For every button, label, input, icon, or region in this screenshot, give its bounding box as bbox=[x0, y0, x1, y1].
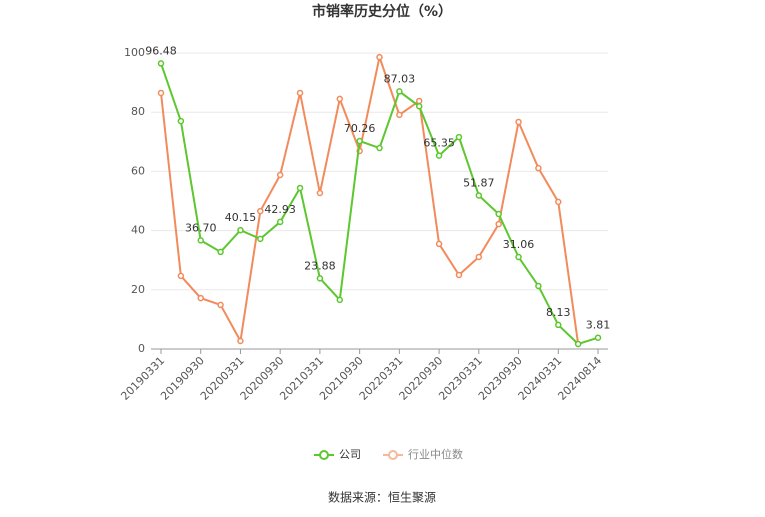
point bbox=[197, 294, 204, 302]
x-tick-label: 20240814 bbox=[555, 354, 604, 403]
point bbox=[316, 275, 324, 282]
legend-item: 公司 bbox=[314, 448, 361, 461]
point bbox=[276, 218, 284, 226]
data-label: 3.81 bbox=[586, 319, 611, 332]
point bbox=[455, 133, 463, 141]
data-label: 31.06 bbox=[503, 238, 535, 251]
data-label: 87.03 bbox=[384, 72, 416, 85]
point bbox=[555, 198, 562, 206]
legend-item: 行业中位数 bbox=[383, 447, 463, 461]
data-label: 23.88 bbox=[304, 259, 336, 272]
legend-label: 公司 bbox=[339, 448, 361, 461]
point bbox=[276, 171, 284, 179]
point bbox=[376, 53, 383, 61]
point bbox=[257, 207, 264, 215]
point bbox=[415, 97, 423, 105]
point bbox=[435, 240, 443, 248]
data-label: 40.15 bbox=[225, 211, 257, 224]
series-line bbox=[160, 63, 599, 346]
point bbox=[336, 95, 344, 103]
point bbox=[535, 282, 542, 290]
point bbox=[415, 103, 423, 110]
legend-marker bbox=[388, 450, 398, 460]
point bbox=[157, 60, 165, 67]
point bbox=[257, 235, 264, 243]
point bbox=[376, 144, 383, 152]
point bbox=[515, 118, 522, 126]
y-tick-label: 20 bbox=[131, 283, 145, 296]
point bbox=[515, 253, 522, 261]
y-tick-label: 0 bbox=[138, 342, 145, 355]
point bbox=[296, 89, 304, 97]
point bbox=[177, 117, 185, 125]
y-tick-label: 100 bbox=[124, 46, 145, 59]
point bbox=[177, 272, 185, 280]
legend-label: 行业中位数 bbox=[408, 447, 463, 461]
point bbox=[197, 237, 204, 244]
data-label: 70.26 bbox=[344, 122, 376, 135]
point bbox=[535, 164, 542, 172]
point bbox=[217, 301, 224, 309]
y-tick-label: 80 bbox=[131, 105, 145, 118]
chart-title: 市销率历史分位（%） bbox=[312, 3, 452, 20]
point bbox=[475, 253, 483, 261]
point bbox=[455, 271, 463, 279]
point bbox=[356, 137, 363, 145]
source: 数据来源：恒生聚源 bbox=[328, 490, 436, 505]
legend-marker bbox=[319, 450, 329, 460]
point bbox=[296, 184, 304, 192]
point bbox=[336, 296, 344, 304]
point bbox=[237, 337, 244, 345]
point bbox=[316, 189, 324, 197]
point bbox=[237, 226, 244, 234]
data-label: 42.93 bbox=[264, 203, 296, 216]
data-label: 8.13 bbox=[546, 306, 571, 319]
data-label: 96.48 bbox=[145, 44, 177, 57]
y-tick-label: 40 bbox=[131, 224, 145, 237]
data-label: 65.35 bbox=[423, 137, 455, 150]
data-label: 51.87 bbox=[463, 176, 495, 189]
point bbox=[495, 220, 502, 228]
point bbox=[396, 111, 403, 119]
point bbox=[475, 192, 483, 199]
point bbox=[435, 152, 443, 159]
point bbox=[157, 89, 165, 97]
point bbox=[396, 88, 403, 95]
point bbox=[495, 210, 502, 218]
series-line bbox=[160, 53, 580, 345]
data-label: 36.70 bbox=[185, 221, 217, 234]
point bbox=[574, 340, 582, 348]
y-tick-label: 60 bbox=[131, 164, 145, 177]
point bbox=[594, 334, 602, 341]
point bbox=[555, 321, 562, 329]
point bbox=[217, 248, 224, 256]
